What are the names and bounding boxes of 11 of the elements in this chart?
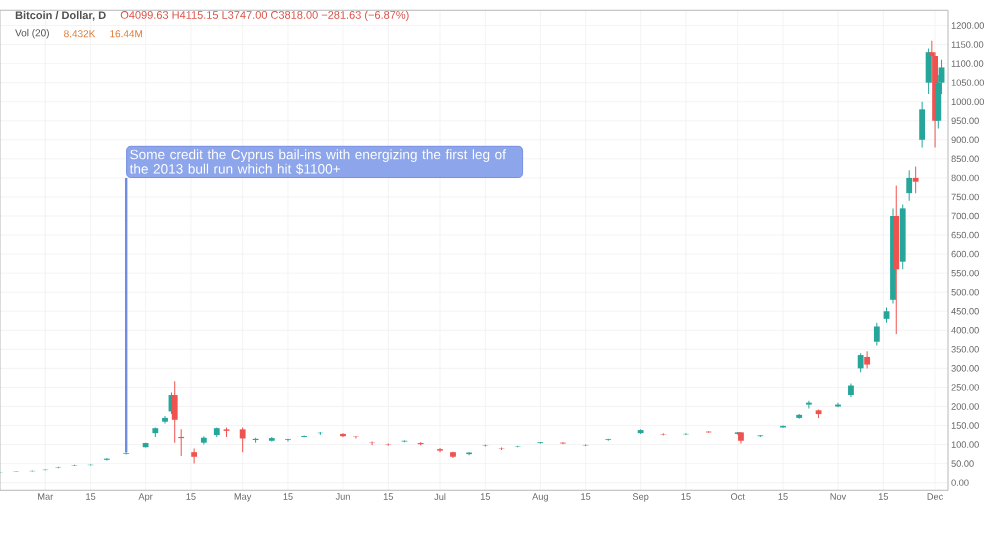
- candlestick: [864, 350, 871, 369]
- candlestick: [239, 426, 246, 453]
- candlestick: [912, 165, 919, 194]
- candlestick: [437, 447, 443, 453]
- candlestick: [919, 101, 926, 148]
- candlestick: [857, 352, 864, 373]
- candlestick: [873, 322, 880, 347]
- candlestick: [906, 169, 913, 202]
- candlestick: [340, 432, 346, 438]
- candlestick: [191, 447, 198, 465]
- candlestick: [171, 380, 178, 444]
